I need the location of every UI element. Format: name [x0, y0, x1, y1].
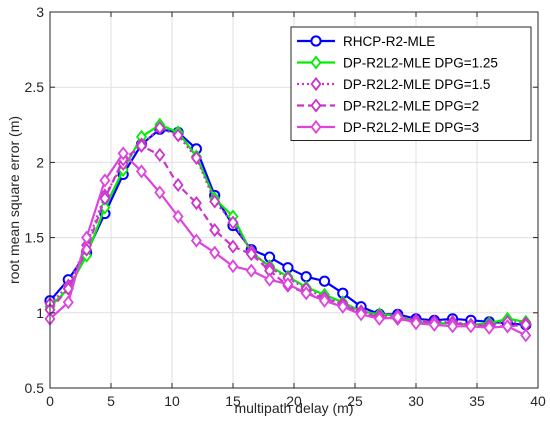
legend-label: DP-R2L2-MLE DPG=1.5 — [343, 77, 490, 92]
legend-marker — [310, 55, 322, 70]
legend-label: DP-R2L2-MLE DPG=3 — [343, 120, 479, 135]
y-axis-label: root mean square error (m) — [6, 116, 22, 284]
legend-item-2: DP-R2L2-MLE DPG=1.25 — [297, 55, 498, 71]
series-5-point — [501, 319, 514, 334]
x-tick-label: 40 — [530, 393, 546, 409]
series-5-point — [282, 277, 294, 292]
series-5-point — [245, 263, 257, 278]
series-5-point — [392, 310, 404, 325]
legend-label: DP-R2L2-MLE DPG=2 — [343, 99, 479, 114]
series-5-point — [264, 272, 276, 287]
series-5-point — [465, 319, 477, 334]
series-5-point — [154, 185, 166, 200]
legend-item-5: DP-R2L2-MLE DPG=3 — [297, 119, 479, 135]
legend-box — [290, 26, 532, 141]
tick-labels: 0 5 10 15 20 25 30 35 40 0.5 1 1.5 2 2.5 3 — [25, 4, 546, 409]
series-3-point — [209, 194, 221, 209]
series-3-point — [227, 215, 239, 230]
series-5 — [44, 146, 532, 343]
series-4-point — [154, 147, 166, 162]
axes — [49, 11, 539, 389]
series-4-point — [209, 223, 221, 238]
x-tick-label: 25 — [347, 393, 363, 409]
series-5-point — [410, 316, 422, 331]
series-5-point — [318, 293, 331, 308]
series-5-point — [300, 286, 312, 301]
x-tick-label: 10 — [164, 393, 180, 409]
y-tick-label: 0.5 — [25, 380, 45, 396]
legend-label: DP-R2L2-MLE DPG=1.25 — [343, 56, 498, 71]
series-5-point — [337, 299, 349, 314]
series-4-point — [227, 239, 239, 254]
series-4-point — [99, 191, 111, 206]
series-layer — [44, 117, 532, 343]
series-5-point — [355, 307, 367, 322]
series-5-point — [227, 259, 239, 274]
series-5-point — [62, 295, 74, 310]
legend-item-1: RHCP-R2-MLE — [297, 34, 435, 49]
series-5-point — [447, 319, 459, 334]
x-axis-label: multipath delay (m) — [234, 400, 353, 416]
y-tick-label: 3 — [36, 4, 44, 20]
series-5-point — [81, 230, 93, 245]
series-4-point — [172, 177, 184, 193]
series-5-point — [117, 146, 129, 161]
series-4-point — [135, 138, 148, 153]
series-5-point — [520, 328, 532, 343]
series-3-point — [172, 128, 184, 143]
series-5-point — [99, 173, 111, 188]
series-5-point — [209, 245, 221, 260]
series-5-point — [428, 317, 440, 332]
legend: RHCP-R2-MLE DP-R2L2-MLE DPG=1.25 DP-R2L2-M… — [290, 26, 532, 141]
legend-item-4: DP-R2L2-MLE DPG=2 — [297, 98, 479, 114]
legend-marker — [310, 119, 322, 135]
legend-label: RHCP-R2-MLE — [343, 34, 435, 49]
series-5-point — [190, 233, 202, 248]
series-4-point — [245, 247, 257, 262]
x-tick-label: 15 — [225, 393, 241, 409]
legend-marker — [310, 98, 322, 113]
series-1-point — [300, 271, 312, 283]
x-tick-label: 20 — [286, 393, 302, 409]
x-tick-label: 30 — [408, 393, 424, 409]
y-tick-label: 1 — [36, 305, 44, 321]
series-5-point — [135, 164, 148, 179]
x-tick-label: 35 — [469, 393, 485, 409]
series-2-point — [99, 200, 111, 215]
series-4-point — [62, 281, 74, 296]
series-5-point — [172, 209, 184, 224]
x-tick-label: 5 — [107, 393, 115, 409]
series-3-point — [154, 120, 166, 135]
legend-marker — [310, 35, 322, 47]
y-tick-label: 1.5 — [25, 230, 45, 246]
x-tick-label: 0 — [46, 393, 54, 409]
series-4-point — [190, 195, 202, 211]
y-tick-label: 2.5 — [25, 79, 45, 95]
series-5-point — [483, 320, 495, 335]
y-tick-label: 2 — [36, 154, 44, 170]
legend-item-3: DP-R2L2-MLE DPG=1.5 — [297, 76, 490, 92]
series-5-point — [373, 311, 385, 326]
series-3-point — [190, 150, 202, 165]
series-1-point — [318, 275, 331, 287]
legend-marker — [310, 76, 322, 92]
